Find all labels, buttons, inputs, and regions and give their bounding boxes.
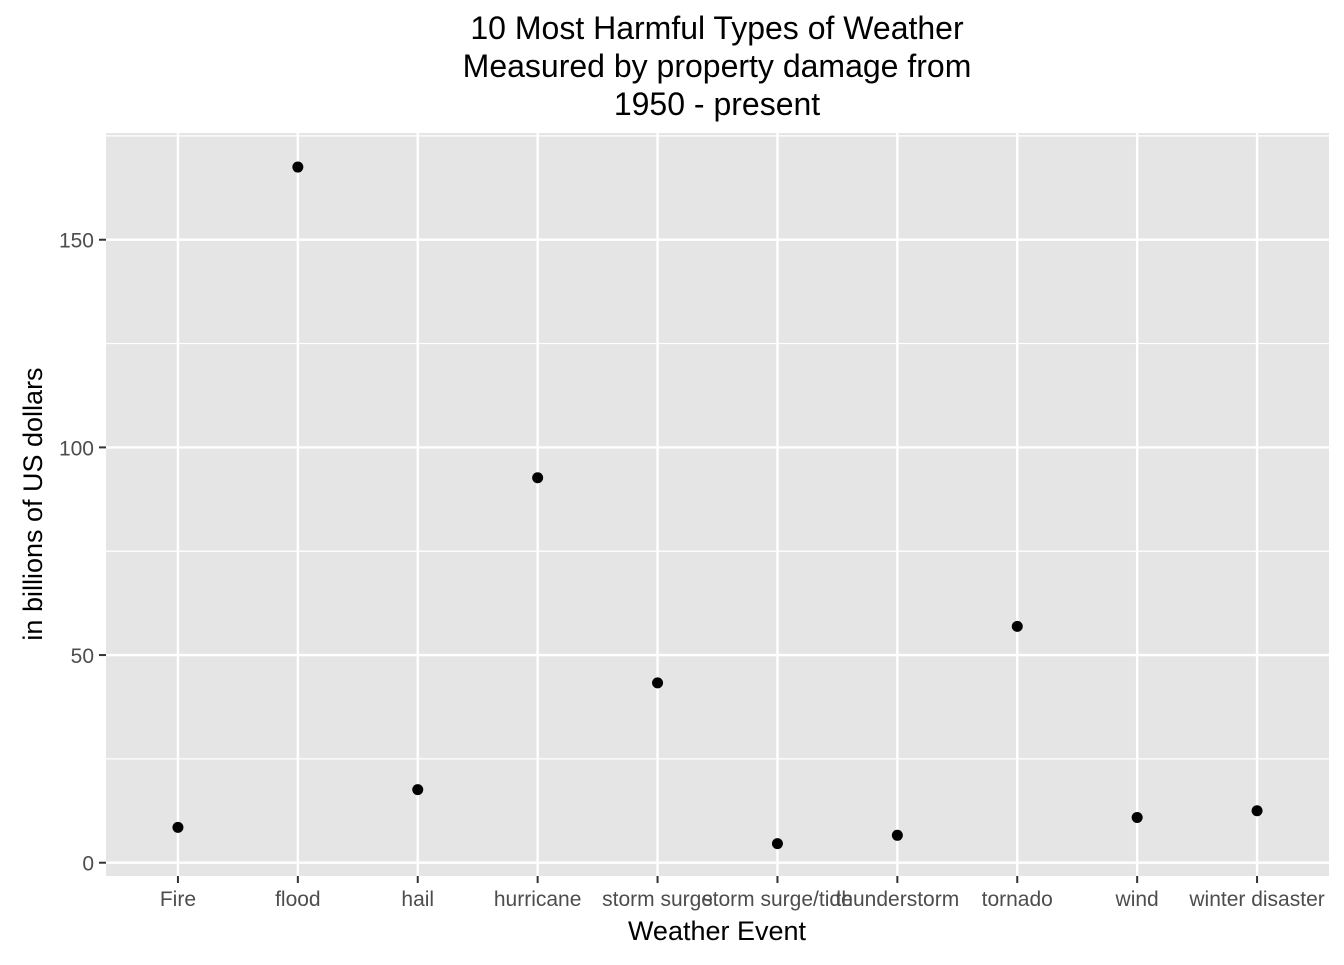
minor-gridlines	[106, 135, 1329, 760]
x-tick-label: storm surge	[602, 888, 713, 911]
x-tick-label: hurricane	[494, 888, 582, 911]
y-tick-label: 100	[59, 437, 94, 460]
chart-title-line-1: 10 Most Harmful Types of Weather	[470, 10, 964, 46]
data-point	[292, 161, 304, 173]
data-point	[1251, 805, 1263, 817]
data-point	[1011, 620, 1023, 632]
data-point	[412, 784, 424, 796]
data-point	[771, 838, 783, 850]
y-tick-label: 150	[59, 230, 94, 253]
x-tick-label: flood	[275, 888, 321, 911]
x-tick-label: hail	[401, 888, 434, 911]
data-point	[652, 677, 664, 689]
x-tick-label: winter disaster	[1188, 888, 1324, 911]
y-axis: 0 50 100 150	[59, 230, 106, 876]
major-gridlines	[106, 133, 1329, 876]
x-tick-label: storm surge/tide	[702, 888, 853, 911]
x-tick-label: Fire	[160, 888, 196, 911]
y-axis-label: in billions of US dollars	[18, 367, 48, 640]
data-point	[172, 821, 184, 833]
data-point	[1131, 811, 1143, 823]
data-points	[172, 161, 1263, 850]
chart-title-line-3: 1950 - present	[614, 86, 820, 122]
y-tick-label: 50	[71, 645, 94, 668]
plot-panel	[106, 133, 1329, 876]
data-point	[891, 829, 903, 841]
chart-title-line-2: Measured by property damage from	[463, 48, 972, 84]
x-axis-label: Weather Event	[628, 916, 807, 946]
x-tick-label: thunderstorm	[835, 888, 959, 911]
x-tick-label: wind	[1115, 888, 1159, 911]
x-tick-label: tornado	[982, 888, 1053, 911]
y-tick-label: 0	[82, 853, 94, 876]
chart-title: 10 Most Harmful Types of Weather Measure…	[463, 10, 972, 122]
data-point	[532, 472, 544, 484]
